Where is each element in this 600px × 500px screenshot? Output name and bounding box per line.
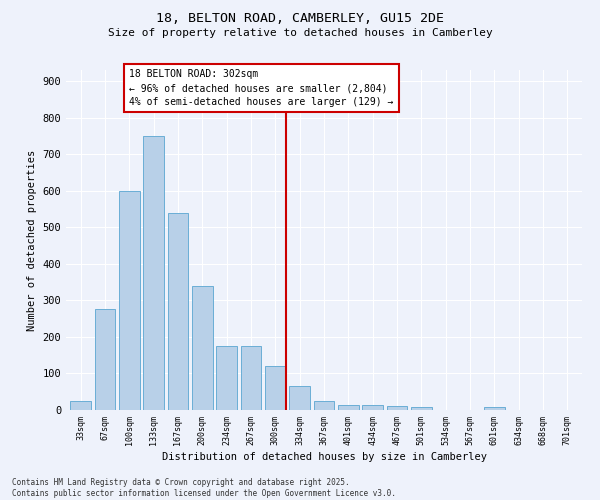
Bar: [95, 310, 115, 410]
Bar: [338, 404, 359, 410]
Text: 18 BELTON ROAD: 302sqm
← 96% of detached houses are smaller (2,804)
4% of semi-d: 18 BELTON ROAD: 302sqm ← 96% of detached…: [129, 70, 394, 108]
Bar: [289, 386, 310, 410]
Bar: [216, 346, 237, 410]
Bar: [70, 401, 91, 410]
Y-axis label: Number of detached properties: Number of detached properties: [27, 150, 37, 330]
Bar: [411, 407, 432, 410]
Bar: [265, 366, 286, 410]
Bar: [386, 406, 407, 410]
Text: Size of property relative to detached houses in Camberley: Size of property relative to detached ho…: [107, 28, 493, 38]
Bar: [167, 212, 188, 410]
Bar: [143, 136, 164, 410]
Bar: [484, 407, 505, 410]
Bar: [362, 404, 383, 410]
Text: 18, BELTON ROAD, CAMBERLEY, GU15 2DE: 18, BELTON ROAD, CAMBERLEY, GU15 2DE: [156, 12, 444, 26]
X-axis label: Distribution of detached houses by size in Camberley: Distribution of detached houses by size …: [161, 452, 487, 462]
Bar: [241, 346, 262, 410]
Bar: [119, 190, 140, 410]
Bar: [192, 286, 212, 410]
Bar: [314, 401, 334, 410]
Text: Contains HM Land Registry data © Crown copyright and database right 2025.
Contai: Contains HM Land Registry data © Crown c…: [12, 478, 396, 498]
